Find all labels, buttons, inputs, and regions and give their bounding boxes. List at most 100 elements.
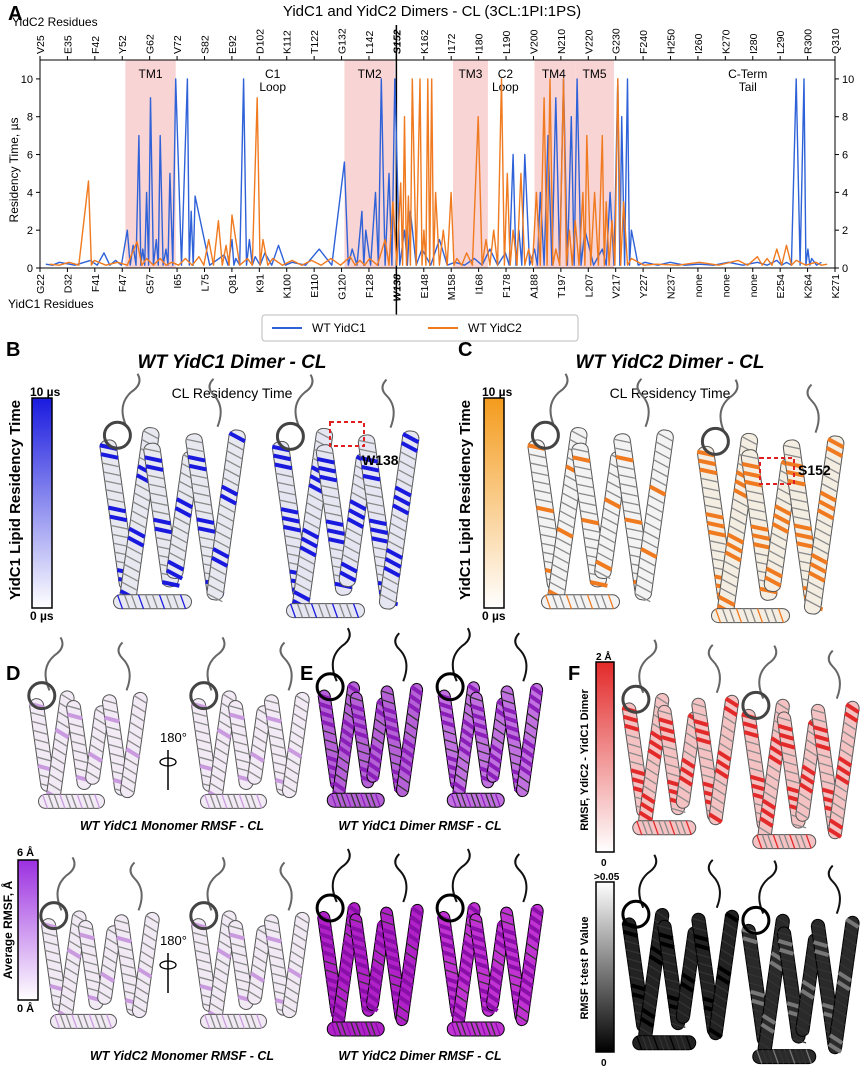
- protein-helix: [395, 903, 424, 1027]
- region-label: C2: [498, 67, 514, 81]
- panel-label-d: D: [6, 663, 20, 685]
- protein-helix: [326, 1021, 385, 1037]
- y-tick-label: 10: [21, 74, 33, 86]
- top-tick-label: F42: [90, 36, 102, 54]
- protein-loop: [707, 644, 721, 694]
- s152-annotation: S152: [798, 462, 831, 478]
- protein-helix: [207, 910, 237, 1022]
- w138-annotation: W138: [362, 452, 399, 468]
- protein-loop: [514, 632, 528, 682]
- legend-label-yidc1: WT YidC1: [312, 321, 366, 335]
- top-tick-label: I260: [693, 33, 705, 54]
- protein-helix: [752, 1049, 817, 1065]
- panel-d-bottom-caption: WT YidC2 Monomer RMSF - CL: [90, 1049, 274, 1063]
- panel-e-top-caption: WT YidC1 Dimer RMSF - CL: [338, 819, 501, 833]
- panel-c-colorbar: [483, 397, 505, 609]
- protein-helix: [326, 792, 385, 808]
- top-tick-label: L190: [501, 30, 513, 54]
- tm-region-shade: [125, 60, 176, 268]
- top-tick-label: K162: [419, 29, 431, 54]
- protein-coil: [315, 672, 345, 702]
- y-tick-label: 10: [842, 74, 854, 86]
- protein-coil: [621, 899, 651, 929]
- yidc1-dimer-rmsf-structure: [315, 627, 544, 808]
- y-tick-label: 4: [842, 187, 848, 199]
- protein-loop: [294, 374, 314, 429]
- protein-helix: [827, 700, 860, 840]
- bottom-tick-label: G22: [35, 274, 47, 294]
- tm-region-shade: [453, 60, 488, 268]
- protein-coil: [315, 893, 345, 923]
- bottom-tick-label: Y227: [638, 274, 650, 299]
- protein-loop: [394, 853, 408, 903]
- y-tick-label: 6: [27, 150, 33, 162]
- protein-helix: [119, 691, 148, 799]
- panel-c-colorbar-min: 0 µs: [482, 609, 506, 623]
- protein-loop: [394, 632, 408, 682]
- rmsf-difference-structure: [621, 639, 860, 850]
- region-label: C-Term: [728, 67, 767, 81]
- region-label: C1: [265, 67, 281, 81]
- y-tick-label: 2: [842, 225, 848, 237]
- panel-d-colorbar-title: Average RMSF, Å: [0, 881, 15, 980]
- protein-loop: [758, 860, 778, 915]
- panel-label-b: B: [6, 339, 20, 361]
- panel-c-subtitle: CL Residency Time: [610, 385, 731, 401]
- protein-helix: [446, 1021, 505, 1037]
- top-tick-label: D102: [254, 29, 266, 54]
- bottom-tick-label: F178: [501, 274, 513, 298]
- top-tick-label: F240: [638, 30, 650, 54]
- panel-f-cb1-max: 2 Å: [596, 650, 612, 663]
- protein-helix: [101, 694, 130, 796]
- protein-helix: [708, 694, 740, 826]
- rotate-label-top: 180°: [160, 730, 187, 745]
- panel-b-colorbar: [31, 397, 53, 609]
- top-tick-label: I172: [446, 33, 458, 54]
- top-tick-label: G230: [611, 28, 623, 54]
- protein-helix: [516, 682, 544, 798]
- protein-helix: [632, 820, 697, 836]
- protein-coil: [189, 901, 219, 931]
- protein-helix: [281, 911, 310, 1019]
- protein-coil: [741, 690, 771, 720]
- top-tick-label: V200: [528, 29, 540, 54]
- region-label: Loop: [259, 80, 286, 94]
- protein-helix: [131, 911, 160, 1019]
- protein-helix: [675, 926, 702, 1024]
- protein-helix: [827, 915, 860, 1055]
- bottom-tick-label: I65: [172, 274, 184, 289]
- chart-legend: WT YidC1 WT YidC2: [261, 314, 579, 342]
- protein-helix: [206, 429, 246, 603]
- protein-helix: [803, 435, 845, 615]
- protein-helix: [541, 594, 620, 610]
- region-label: TM1: [139, 67, 163, 81]
- top-tick-label: H250: [666, 29, 678, 54]
- yidc2-monomer-structure: [39, 856, 310, 1029]
- protein-loop: [707, 859, 721, 909]
- bottom-tick-label: none: [693, 274, 705, 298]
- top-tick-label: N210: [556, 29, 568, 54]
- panel-d-top-caption: WT YidC1 Monomer RMSF - CL: [80, 819, 264, 833]
- protein-loop: [331, 627, 351, 682]
- panel-c-colorbar-max: 10 µs: [482, 385, 513, 399]
- bottom-tick-label: K91: [254, 274, 266, 293]
- bottom-tick-label: N237: [666, 274, 678, 299]
- protein-loop: [56, 856, 76, 911]
- region-label: Tail: [739, 80, 757, 94]
- protein-coil: [189, 681, 219, 711]
- protein-coil: [275, 421, 305, 451]
- protein-loop: [279, 861, 293, 911]
- protein-loop: [638, 639, 658, 694]
- panel-f-cb2-max: >0.05: [594, 872, 620, 883]
- protein-helix: [632, 1035, 697, 1051]
- plot-frame: [39, 59, 836, 269]
- w138-highlight-box: [329, 421, 365, 447]
- top-tick-label: S152: [391, 29, 403, 54]
- protein-helix: [365, 919, 390, 1013]
- bottom-tick-label: D32: [62, 274, 74, 293]
- panel-b-title: WT YidC1 Dimer - CL: [138, 352, 327, 373]
- yidc1-monomer-structure: [27, 636, 310, 809]
- yidc2-dimer-structure: [527, 373, 845, 624]
- bottom-tick-label: K271: [830, 274, 842, 299]
